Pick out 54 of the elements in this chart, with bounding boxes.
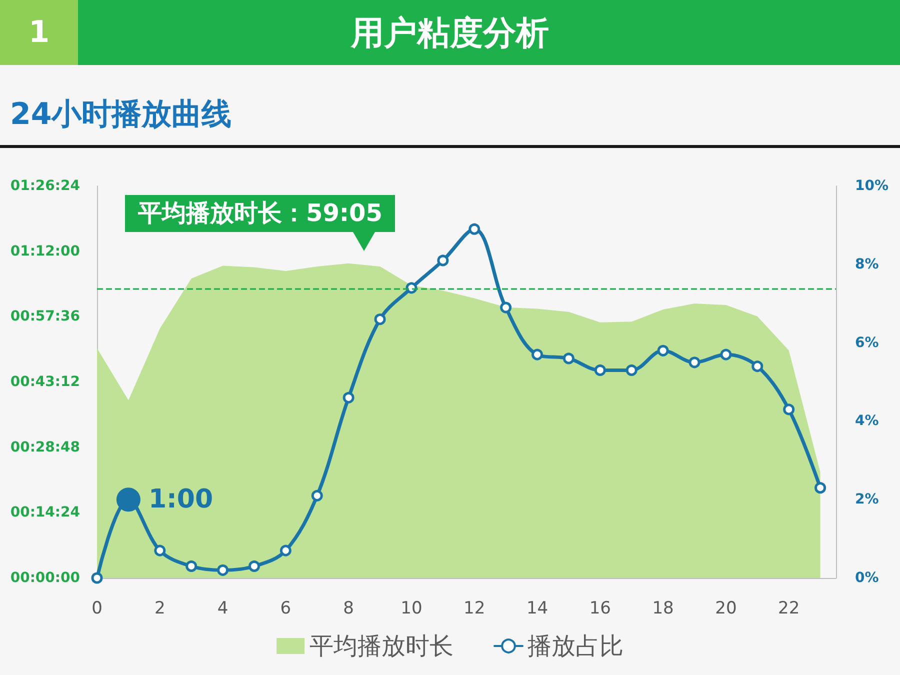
point	[91, 572, 103, 584]
point	[154, 544, 166, 556]
point	[280, 544, 292, 556]
x-tick-label: 6	[280, 598, 292, 618]
x-tick-label: 8	[343, 598, 354, 618]
point	[500, 302, 512, 314]
point	[532, 348, 544, 360]
point	[783, 404, 795, 416]
chart-subtitle: 24小时播放曲线	[10, 97, 232, 133]
y2-tick-label: 0%	[855, 570, 879, 586]
y2-tick-label: 10%	[855, 178, 889, 194]
point	[657, 344, 669, 356]
x-tick-label: 18	[652, 598, 674, 618]
text: 1	[28, 15, 50, 50]
annotation: 平均播放时长：59:05	[125, 195, 396, 232]
point	[217, 564, 229, 576]
x-tick-label: 22	[778, 598, 800, 618]
y2-tick-label: 6%	[855, 334, 879, 351]
point	[186, 560, 198, 572]
x-tick-label: 4	[217, 598, 228, 618]
point	[594, 364, 606, 376]
chart-title: 用户粘度分析	[351, 12, 549, 52]
point	[311, 490, 323, 502]
y-tick-label: 00:28:48	[10, 439, 80, 456]
y-tick-label: 01:26:24	[10, 178, 80, 194]
y-tick-label: 00:00:00	[10, 570, 80, 586]
x-tick-label: 2	[154, 598, 166, 618]
x-tick-label: 12	[464, 598, 486, 618]
x-tick-label: 16	[589, 598, 611, 618]
y-tick-label: 00:43:12	[10, 374, 80, 390]
x-tick-label: 20	[715, 598, 737, 618]
legend-label: 平均播放时长	[310, 632, 454, 660]
point	[468, 223, 480, 235]
y2-tick-label: 4%	[855, 413, 879, 430]
y-tick-label: 00:57:36	[10, 308, 80, 325]
point	[342, 392, 354, 404]
point	[688, 356, 700, 368]
x-tick-label: 10	[400, 598, 422, 618]
x-tick-label: 14	[526, 598, 548, 618]
y-tick-label: 00:14:24	[10, 504, 80, 521]
y-tick-label: 01:12:00	[10, 243, 80, 260]
point	[752, 360, 764, 372]
point	[562, 352, 574, 364]
annotation: 1:00	[148, 484, 214, 515]
legend-label: 播放占比	[528, 632, 624, 660]
y2-tick-label: 8%	[855, 256, 879, 272]
point	[626, 364, 638, 376]
point	[248, 560, 260, 572]
x-tick-label: 0	[92, 598, 102, 618]
y2-tick-label: 2%	[855, 492, 879, 508]
point	[814, 482, 826, 494]
point	[374, 314, 386, 326]
point	[720, 348, 732, 360]
point	[437, 254, 449, 266]
